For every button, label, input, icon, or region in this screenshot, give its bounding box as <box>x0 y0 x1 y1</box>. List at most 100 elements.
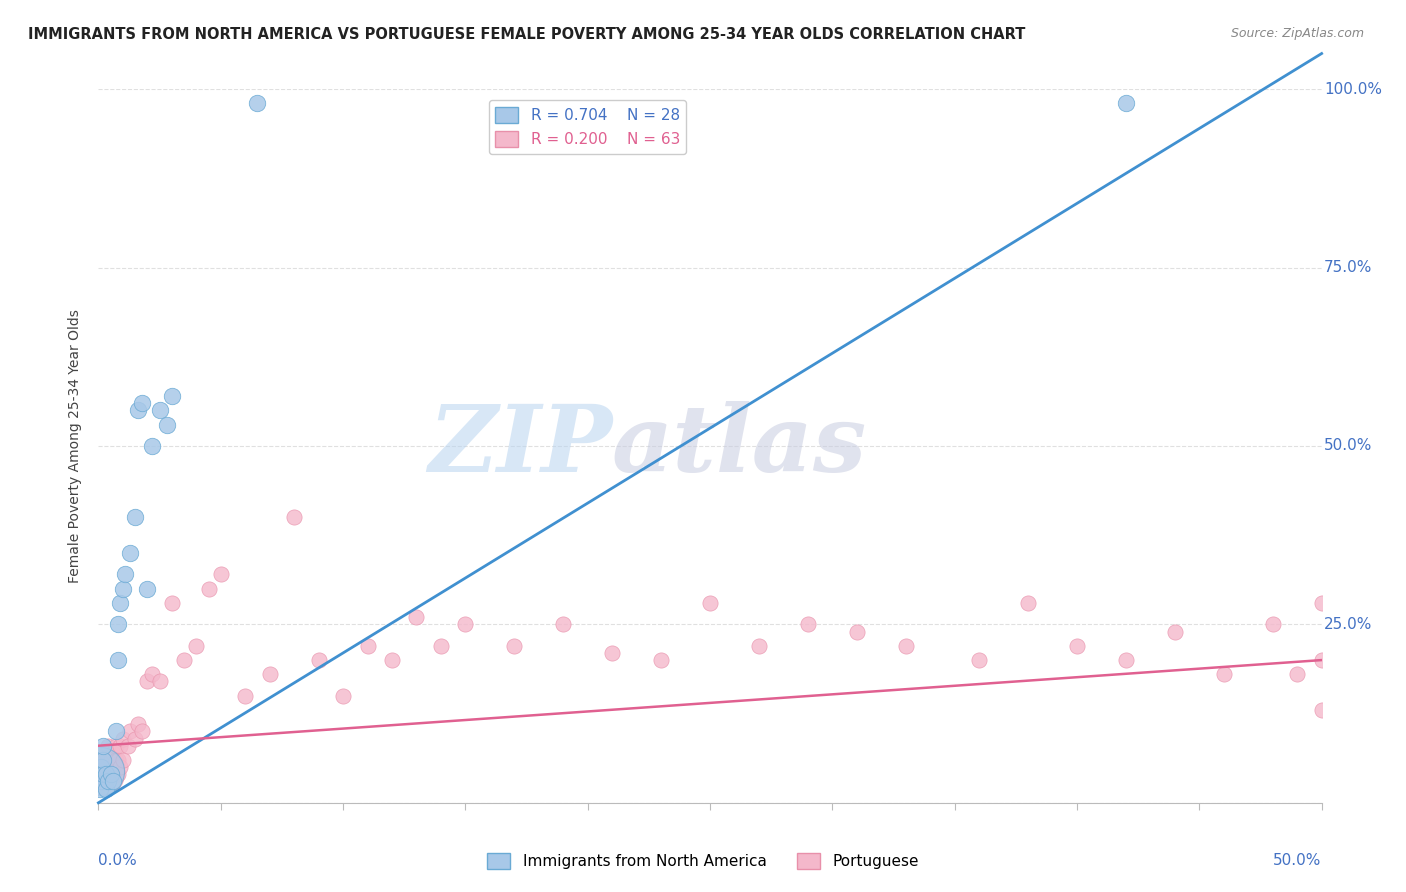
Point <box>160 389 183 403</box>
Point <box>91 753 114 767</box>
Y-axis label: Female Poverty Among 25-34 Year Olds: Female Poverty Among 25-34 Year Olds <box>69 309 83 583</box>
Point <box>104 724 127 739</box>
Point <box>117 739 139 753</box>
Point <box>89 764 111 778</box>
Point <box>160 596 183 610</box>
Legend: Immigrants from North America, Portuguese: Immigrants from North America, Portugues… <box>481 847 925 875</box>
Text: 50.0%: 50.0% <box>1324 439 1372 453</box>
Point <box>149 403 172 417</box>
Point <box>1066 639 1088 653</box>
Point <box>111 582 134 596</box>
Point <box>101 746 124 760</box>
Point <box>91 767 114 781</box>
Point <box>156 417 179 432</box>
Point <box>356 639 378 653</box>
Point <box>1017 596 1039 610</box>
Text: 100.0%: 100.0% <box>1324 82 1382 96</box>
Point <box>91 767 114 781</box>
Point <box>104 753 127 767</box>
Point <box>259 667 281 681</box>
Point <box>94 746 117 760</box>
Point <box>894 639 917 653</box>
Point <box>91 739 114 753</box>
Point <box>110 596 132 610</box>
Point <box>107 767 129 781</box>
Point <box>107 753 129 767</box>
Point <box>332 689 354 703</box>
Point <box>91 767 114 781</box>
Point <box>1286 667 1309 681</box>
Point <box>308 653 330 667</box>
Point <box>94 781 117 796</box>
Point <box>110 760 132 774</box>
Point <box>748 639 770 653</box>
Text: Source: ZipAtlas.com: Source: ZipAtlas.com <box>1230 27 1364 40</box>
Point <box>124 510 146 524</box>
Point <box>120 724 142 739</box>
Point <box>797 617 820 632</box>
Point <box>699 596 721 610</box>
Point <box>1115 653 1137 667</box>
Point <box>101 760 124 774</box>
Point <box>110 739 132 753</box>
Text: IMMIGRANTS FROM NORTH AMERICA VS PORTUGUESE FEMALE POVERTY AMONG 25-34 YEAR OLDS: IMMIGRANTS FROM NORTH AMERICA VS PORTUGU… <box>28 27 1025 42</box>
Point <box>97 774 120 789</box>
Text: 25.0%: 25.0% <box>1324 617 1372 632</box>
Point <box>90 760 112 774</box>
Legend: R = 0.704    N = 28, R = 0.200    N = 63: R = 0.704 N = 28, R = 0.200 N = 63 <box>489 101 686 153</box>
Point <box>90 774 112 789</box>
Point <box>454 617 477 632</box>
Point <box>197 582 219 596</box>
Point <box>136 582 159 596</box>
Point <box>127 403 149 417</box>
Text: atlas: atlas <box>612 401 868 491</box>
Point <box>114 567 136 582</box>
Point <box>91 753 114 767</box>
Point <box>127 717 149 731</box>
Point <box>1164 624 1187 639</box>
Point <box>381 653 404 667</box>
Point <box>1115 96 1137 111</box>
Point <box>111 753 134 767</box>
Point <box>503 639 526 653</box>
Text: ZIP: ZIP <box>427 401 612 491</box>
Point <box>100 753 122 767</box>
Text: 75.0%: 75.0% <box>1324 260 1372 275</box>
Point <box>283 510 305 524</box>
Point <box>97 760 120 774</box>
Point <box>845 624 868 639</box>
Point <box>90 774 112 789</box>
Text: 0.0%: 0.0% <box>98 853 138 868</box>
Point <box>967 653 990 667</box>
Text: 50.0%: 50.0% <box>1274 853 1322 868</box>
Point <box>141 439 163 453</box>
Point <box>1310 703 1333 717</box>
Point <box>111 731 134 746</box>
Point <box>1310 596 1333 610</box>
Point <box>107 617 129 632</box>
Point <box>173 653 195 667</box>
Point <box>100 767 122 781</box>
Point <box>124 731 146 746</box>
Point <box>107 653 129 667</box>
Point <box>97 739 120 753</box>
Point <box>141 667 163 681</box>
Point <box>94 767 117 781</box>
Point <box>100 767 122 781</box>
Point <box>131 396 153 410</box>
Point <box>149 674 172 689</box>
Point <box>186 639 208 653</box>
Point <box>90 760 112 774</box>
Point <box>1261 617 1284 632</box>
Point <box>1212 667 1234 681</box>
Point <box>136 674 159 689</box>
Point <box>405 610 427 624</box>
Point <box>94 774 117 789</box>
Point <box>101 774 124 789</box>
Point <box>233 689 256 703</box>
Point <box>1310 653 1333 667</box>
Point <box>131 724 153 739</box>
Point <box>104 739 127 753</box>
Point <box>553 617 575 632</box>
Point <box>246 96 269 111</box>
